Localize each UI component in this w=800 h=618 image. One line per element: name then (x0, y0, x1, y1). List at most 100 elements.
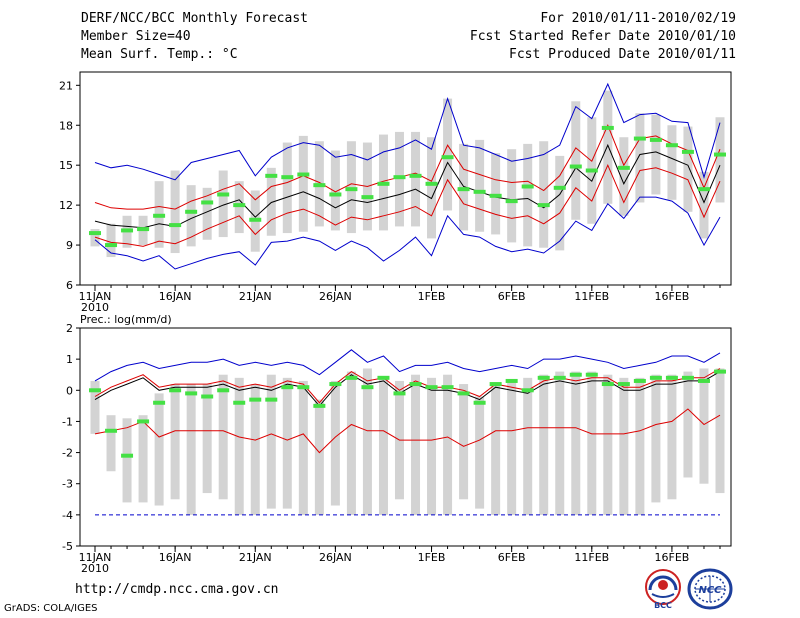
observed-marker (297, 385, 310, 390)
spread-bar (298, 380, 308, 515)
spread-bar (571, 101, 581, 220)
spread-bar (186, 384, 196, 515)
observed-marker (137, 419, 150, 424)
observed-marker (409, 173, 422, 178)
observed-marker (473, 400, 486, 405)
observed-marker (489, 382, 502, 387)
spread-bar (619, 377, 629, 515)
spread-bar (298, 135, 308, 232)
spread-bar (443, 374, 453, 515)
spread-bar (234, 377, 244, 515)
header-member-size: Member Size=40 (81, 29, 191, 44)
y-tick-label: -3 (62, 478, 73, 491)
spread-bar (250, 384, 260, 515)
observed-marker (345, 375, 358, 380)
footer-url[interactable]: http://cmdp.ncc.cma.gov.cn (75, 582, 279, 597)
observed-marker (217, 388, 230, 393)
spread-bar (186, 185, 196, 247)
observed-marker (457, 187, 470, 192)
observed-marker (297, 172, 310, 177)
precip-panel-label: Prec.: log(mm/d) (80, 313, 172, 326)
observed-marker (137, 227, 150, 232)
observed-marker (329, 192, 342, 197)
spread-bar (475, 139, 485, 232)
spread-bar (635, 377, 645, 515)
observed-marker (665, 375, 678, 380)
observed-marker (89, 388, 101, 393)
header-produced-date: Fcst Produced Date 2010/01/11 (509, 47, 736, 62)
observed-marker (313, 183, 326, 188)
spread-bar (411, 131, 421, 227)
observed-marker (105, 243, 118, 248)
header-forecast-period: For 2010/01/11-2010/02/19 (540, 11, 736, 26)
spread-bar (715, 368, 725, 494)
observed-marker (265, 397, 278, 402)
spread-bar (651, 374, 661, 503)
spread-bar (683, 126, 693, 212)
observed-marker (153, 213, 166, 218)
y-tick-label: 0 (66, 384, 73, 397)
observed-marker (714, 152, 726, 157)
spread-bar (330, 380, 340, 506)
x-tick-label: 11FEB (574, 551, 609, 564)
observed-marker (201, 200, 214, 205)
spread-bar (667, 125, 677, 200)
spread-bar (555, 155, 565, 251)
spread-bar (202, 187, 212, 240)
spread-bar (459, 384, 469, 500)
observed-marker (377, 181, 390, 186)
observed-marker (185, 391, 198, 396)
spread-bar (346, 371, 356, 515)
spread-bar (443, 98, 453, 211)
observed-marker (425, 181, 438, 186)
spread-bar (282, 377, 292, 509)
observed-marker (441, 385, 454, 390)
spread-bar (539, 141, 549, 248)
observed-marker (681, 149, 694, 154)
plot-frame (79, 327, 732, 547)
observed-marker (233, 400, 246, 405)
spread-bar (266, 374, 276, 509)
observed-marker (457, 391, 470, 396)
x-tick-label: 16JAN (159, 551, 192, 564)
x-tick-label: 21JAN (239, 551, 272, 564)
spread-bar (715, 117, 725, 203)
lower-sd-line (94, 408, 721, 454)
spread-bar (667, 374, 677, 500)
observed-marker (601, 382, 614, 387)
x-tick-label: 26JAN (319, 551, 352, 564)
spread-bar (266, 167, 276, 236)
spread-bar (170, 384, 180, 500)
spread-bar (218, 374, 228, 500)
observed-marker (697, 187, 710, 192)
observed-marker (505, 378, 518, 383)
max-member-line (94, 349, 721, 382)
spread-bar (330, 150, 340, 231)
observed-marker (425, 385, 438, 390)
y-tick-label: 9 (66, 239, 73, 252)
observed-marker (473, 189, 486, 194)
upper-sd-line (94, 368, 721, 404)
x-tick-year: 2010 (81, 562, 109, 575)
observed-marker (617, 382, 630, 387)
observed-marker (665, 143, 678, 148)
ensemble-mean-line (94, 143, 721, 229)
ensemble-mean-line (94, 371, 721, 407)
upper-sd-line (94, 124, 721, 210)
observed-marker (569, 164, 582, 169)
spread-bar (539, 374, 549, 515)
ncc-logo-text: NCC (698, 585, 722, 596)
observed-marker (121, 453, 134, 458)
lower-sd-line (94, 163, 721, 247)
max-member-line (94, 82, 721, 181)
y-tick-label: -2 (62, 447, 73, 460)
observed-marker (153, 400, 166, 405)
observed-marker (585, 168, 598, 173)
observed-marker (393, 175, 406, 180)
x-tick-label: 1FEB (418, 290, 446, 303)
spread-bar (507, 149, 517, 243)
observed-marker (553, 375, 566, 380)
x-tick-label: 11JAN (79, 551, 112, 564)
